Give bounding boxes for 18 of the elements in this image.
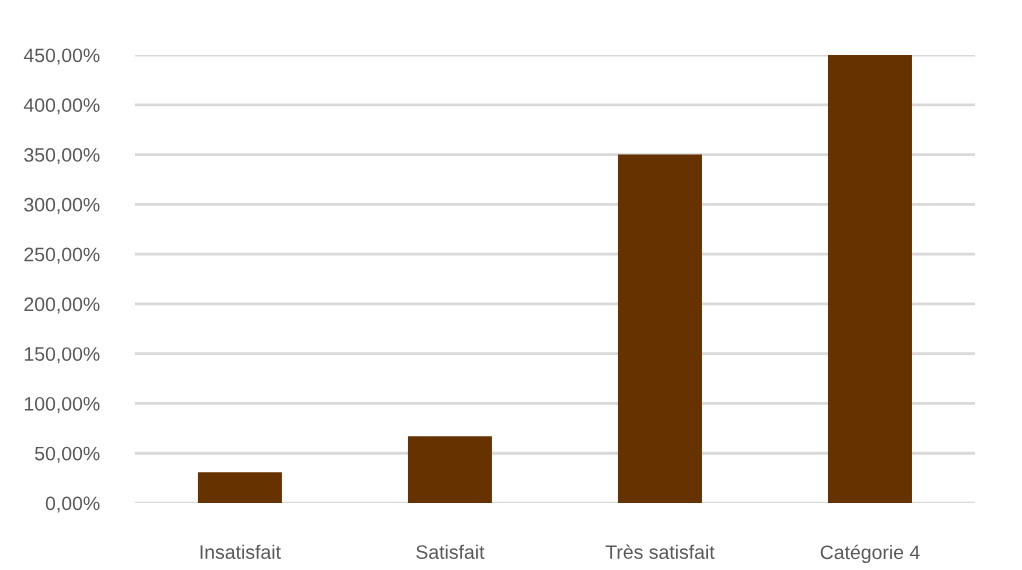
y-tick-label: 0,00% — [45, 496, 100, 513]
y-tick-label: 50,00% — [35, 446, 100, 463]
y-tick-label: 100,00% — [24, 396, 100, 413]
x-tick-label: Satisfait — [416, 544, 485, 559]
bar — [617, 154, 702, 504]
y-tick-label: 350,00% — [24, 148, 100, 165]
bar — [197, 472, 282, 504]
bar — [407, 436, 492, 504]
x-tick-label: Très satisfait — [605, 544, 715, 559]
y-tick-label: 300,00% — [24, 197, 100, 214]
y-tick-label: 400,00% — [23, 98, 100, 115]
y-tick-label: 450,00% — [23, 48, 100, 65]
x-tick-label: Insatisfait — [200, 544, 281, 559]
y-tick-label: 150,00% — [24, 347, 100, 364]
y-tick-label: 250,00% — [24, 247, 100, 264]
y-tick-label: 200,00% — [24, 297, 100, 314]
x-tick-label: Catégorie 4 — [820, 544, 920, 564]
bar — [827, 55, 912, 504]
